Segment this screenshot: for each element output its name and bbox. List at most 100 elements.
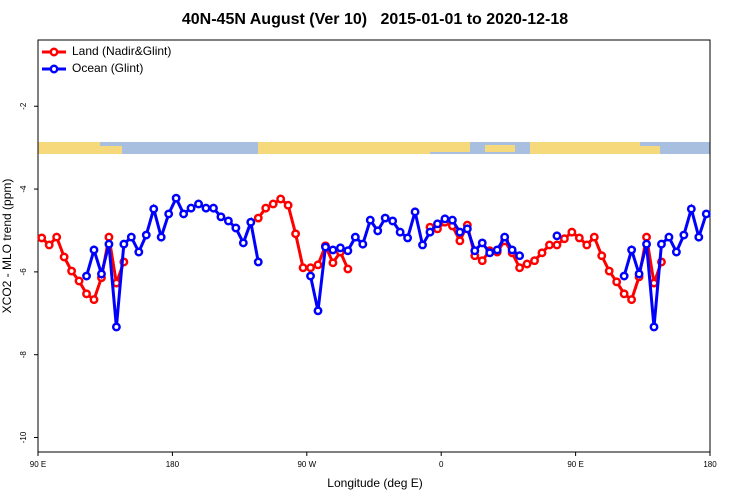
- data-point: [335, 243, 345, 253]
- data-point: [306, 271, 315, 281]
- data-point: [82, 271, 91, 281]
- data-point: [179, 209, 189, 219]
- data-point: [321, 242, 330, 252]
- data-point: [186, 203, 196, 213]
- land-band: [258, 142, 430, 154]
- data-point: [612, 277, 622, 287]
- data-point: [395, 227, 405, 237]
- data-point: [261, 203, 271, 213]
- data-point: [380, 213, 390, 223]
- data-point: [642, 239, 651, 249]
- data-point: [477, 256, 487, 266]
- data-point: [686, 204, 696, 214]
- y-tick-label: -4: [19, 185, 28, 193]
- series-line: [429, 220, 663, 303]
- data-point: [589, 232, 599, 242]
- data-point: [238, 238, 248, 248]
- data-point: [164, 209, 174, 219]
- x-tick-label: 90 E: [567, 460, 583, 469]
- data-point: [276, 194, 286, 204]
- data-point: [328, 245, 338, 255]
- data-point: [268, 199, 278, 209]
- data-point: [89, 295, 99, 305]
- data-point: [82, 289, 91, 299]
- data-point: [619, 289, 629, 299]
- data-point: [604, 266, 614, 276]
- data-point: [313, 260, 323, 270]
- data-point: [89, 245, 99, 255]
- data-point: [440, 214, 450, 224]
- data-point: [649, 278, 659, 288]
- data-point: [306, 263, 315, 273]
- data-point: [470, 246, 480, 256]
- data-point: [194, 199, 203, 209]
- land-band: [100, 146, 122, 154]
- data-point: [657, 239, 666, 249]
- y-tick-label: -6: [19, 268, 28, 276]
- data-point: [246, 217, 256, 227]
- data-point: [119, 239, 129, 249]
- data-point: [111, 322, 121, 332]
- land-mask-strip: [38, 142, 710, 154]
- data-point: [403, 233, 413, 243]
- data-point: [283, 200, 293, 210]
- data-point: [515, 251, 525, 261]
- y-tick-label: -10: [19, 431, 28, 443]
- data-point: [59, 252, 69, 262]
- y-axis-label: XCO2 - MLO trend (ppm): [0, 179, 14, 314]
- land-band: [38, 142, 100, 154]
- data-point: [425, 227, 435, 237]
- x-tick-label: 180: [166, 460, 180, 469]
- data-point: [97, 269, 106, 279]
- data-point: [253, 257, 263, 267]
- data-point: [642, 232, 651, 242]
- plot-frame: [37, 39, 711, 453]
- data-point: [388, 216, 398, 226]
- data-point: [515, 263, 525, 273]
- data-point: [627, 245, 637, 255]
- data-point: [537, 248, 547, 258]
- data-point: [559, 234, 569, 244]
- data-point: [582, 240, 592, 250]
- data-point: [141, 230, 151, 240]
- data-point: [500, 232, 510, 242]
- x-tick-label: 180: [703, 460, 717, 469]
- data-point: [552, 231, 562, 241]
- data-point: [679, 230, 689, 240]
- data-point: [209, 203, 218, 213]
- chart-title: 40N-45N August (Ver 10) 2015-01-01 to 20…: [182, 11, 568, 28]
- data-point: [104, 232, 114, 242]
- data-point: [447, 215, 457, 225]
- data-point: [627, 295, 637, 305]
- data-point: [171, 193, 181, 203]
- series-line: [309, 211, 521, 312]
- data-point: [156, 232, 166, 242]
- data-point: [433, 219, 442, 229]
- data-point: [37, 233, 47, 243]
- data-point: [492, 245, 502, 255]
- data-point: [126, 232, 136, 242]
- data-point: [350, 232, 360, 242]
- land-band: [485, 145, 515, 152]
- legend-label: Ocean (Glint): [72, 61, 143, 75]
- data-point: [634, 269, 644, 279]
- data-point: [462, 224, 472, 234]
- data-point: [358, 239, 368, 249]
- data-point: [343, 246, 353, 256]
- land-band: [430, 142, 470, 152]
- data-point: [664, 232, 674, 242]
- data-point: [649, 322, 659, 332]
- data-point: [597, 251, 607, 261]
- data-point: [552, 240, 562, 250]
- data-point: [410, 207, 420, 217]
- data-point: [485, 248, 495, 258]
- data-point: [328, 258, 338, 268]
- series-line: [257, 197, 350, 270]
- data-point: [522, 259, 532, 269]
- data-point: [74, 276, 84, 286]
- data-point: [67, 266, 77, 276]
- legend-swatch-marker: [49, 64, 59, 74]
- data-point: [455, 227, 465, 237]
- data-point: [343, 264, 353, 274]
